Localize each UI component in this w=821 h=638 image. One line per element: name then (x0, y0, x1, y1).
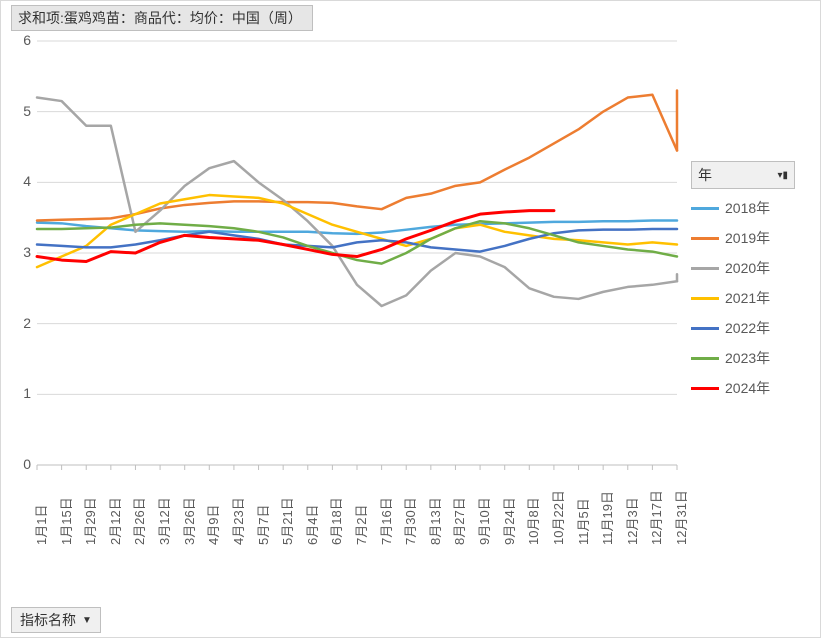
legend-item[interactable]: 2023年 (691, 349, 815, 367)
y-tick-label: 3 (1, 244, 31, 260)
legend-item[interactable]: 2022年 (691, 319, 815, 337)
x-tick-label: 3月26日 (179, 497, 198, 545)
x-tick-label: 2月12日 (105, 497, 124, 545)
plot-area (37, 35, 677, 555)
legend-item[interactable]: 2018年 (691, 199, 815, 217)
x-tick-label: 6月4日 (302, 505, 321, 545)
legend-items: 2018年 2019年 2020年 2021年 2022年 2023年 2024年 (691, 199, 815, 397)
x-tick-label: 12月17日 (646, 490, 665, 545)
x-tick-label: 7月16日 (376, 497, 395, 545)
legend-label: 2019年 (725, 228, 770, 248)
legend-item[interactable]: 2021年 (691, 289, 815, 307)
x-tick-label: 4月9日 (203, 505, 222, 545)
legend-swatch (691, 357, 719, 360)
legend-label: 2021年 (725, 288, 770, 308)
x-tick-label: 2月26日 (129, 497, 148, 545)
y-tick-label: 1 (1, 385, 31, 401)
x-tick-label: 10月22日 (548, 490, 567, 545)
y-tick-label: 5 (1, 103, 31, 119)
x-tick-label: 8月13日 (425, 497, 444, 545)
x-tick-label: 6月18日 (326, 497, 345, 545)
legend-header-text: 年 (698, 165, 712, 185)
legend-label: 2024年 (725, 378, 770, 398)
legend-swatch (691, 267, 719, 270)
legend-label: 2022年 (725, 318, 770, 338)
legend-item[interactable]: 2024年 (691, 379, 815, 397)
legend: 年 ▾▮ 2018年 2019年 2020年 2021年 2022年 2023年 2024年 (691, 161, 815, 409)
legend-item[interactable]: 2020年 (691, 259, 815, 277)
y-tick-label: 4 (1, 173, 31, 189)
y-tick-label: 0 (1, 456, 31, 472)
legend-swatch (691, 237, 719, 240)
x-tick-label: 1月1日 (31, 505, 50, 545)
legend-item[interactable]: 2019年 (691, 229, 815, 247)
chart-container: 求和项:蛋鸡鸡苗：商品代：均价：中国（周） 0 1 2 3 4 5 6 1月1日 1月15日 1… (0, 0, 821, 638)
x-tick-label: 4月23日 (228, 497, 247, 545)
x-tick-label: 11月5日 (573, 498, 592, 545)
x-tick-label: 11月19日 (597, 491, 616, 545)
y-tick-label: 6 (1, 32, 31, 48)
x-tick-label: 1月15日 (56, 497, 75, 545)
chevron-down-icon: ▼ (82, 615, 92, 626)
x-tick-label: 9月10日 (474, 497, 493, 545)
legend-swatch (691, 387, 719, 390)
x-tick-label: 3月12日 (154, 497, 173, 545)
legend-label: 2023年 (725, 348, 770, 368)
x-tick-label: 5月21日 (277, 497, 296, 545)
legend-label: 2020年 (725, 258, 770, 278)
x-tick-label: 10月8日 (523, 497, 542, 545)
legend-swatch (691, 207, 719, 210)
x-tick-label: 9月24日 (499, 497, 518, 545)
x-tick-label: 7月2日 (351, 505, 370, 545)
x-tick-label: 1月29日 (80, 497, 99, 545)
x-tick-label: 7月30日 (400, 497, 419, 545)
chart-svg (37, 35, 677, 555)
legend-header[interactable]: 年 ▾▮ (691, 161, 795, 189)
footer-dropdown[interactable]: 指标名称 ▼ (11, 607, 101, 633)
legend-label: 2018年 (725, 198, 770, 218)
filter-icon: ▾▮ (777, 170, 788, 181)
x-tick-label: 8月27日 (449, 497, 468, 545)
footer-label: 指标名称 (20, 610, 76, 630)
x-tick-label: 12月3日 (622, 497, 641, 545)
x-tick-label: 5月7日 (253, 505, 272, 545)
legend-swatch (691, 327, 719, 330)
chart-title: 求和项:蛋鸡鸡苗：商品代：均价：中国（周） (11, 5, 313, 31)
y-tick-label: 2 (1, 315, 31, 331)
x-tick-label: 12月31日 (671, 490, 690, 545)
legend-swatch (691, 297, 719, 300)
